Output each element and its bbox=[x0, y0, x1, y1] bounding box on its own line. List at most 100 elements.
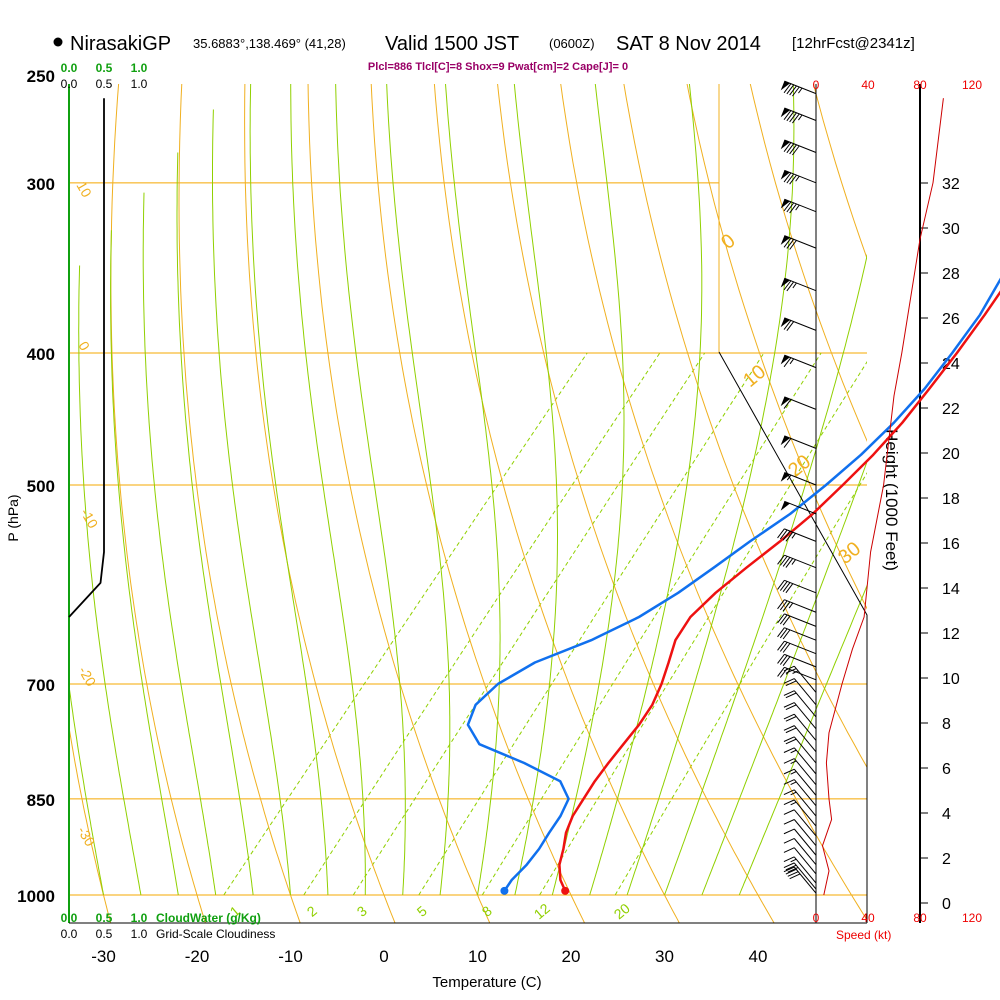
wind-barb-feather bbox=[779, 655, 788, 665]
height-tick-label: 4 bbox=[942, 806, 951, 823]
wind-barb bbox=[780, 139, 817, 156]
wind-barb-feather bbox=[789, 144, 797, 155]
wind-barb bbox=[780, 317, 817, 331]
wind-barb-feather bbox=[783, 678, 795, 684]
cloudwater-tick-bottom: 1.0 bbox=[131, 911, 148, 925]
wind-barb-feather bbox=[783, 237, 792, 248]
wind-barb-feather bbox=[785, 864, 797, 871]
wind-barb bbox=[783, 768, 817, 796]
wind-barb-feather bbox=[785, 692, 797, 699]
cloud-axis-labels: 0.0 0.0 0.0 0.0 0.5 0.5 0.5 0.5 1.0 1.0 1.0 1.0 bbox=[61, 61, 148, 941]
wind-barb-feather bbox=[783, 828, 795, 835]
wind-barb-half-feather bbox=[786, 474, 792, 481]
wind-barb-staff bbox=[793, 862, 817, 890]
temperature-tick: 40 bbox=[749, 947, 768, 966]
wind-barb-feather bbox=[786, 111, 795, 122]
dry-adiabat bbox=[686, 84, 867, 610]
wind-barb-feather bbox=[777, 666, 785, 677]
pressure-tick-850: 850 bbox=[27, 791, 55, 810]
moist-adiabat bbox=[176, 152, 254, 896]
wind-barb-feather bbox=[783, 83, 792, 94]
y-axis-title: P (hPa) bbox=[5, 494, 21, 541]
sounding-indices: Plcl=886 Tlcl[C]=8 Shox=9 Pwat[cm]=2 Cap… bbox=[368, 61, 628, 73]
wind-barb-pennant bbox=[780, 396, 790, 407]
pressure-tick-700: 700 bbox=[27, 676, 55, 695]
wind-barb-feather bbox=[782, 615, 791, 626]
wind-barb-feather bbox=[783, 399, 792, 409]
wind-barb-staff bbox=[784, 80, 817, 95]
speed-panel-border bbox=[718, 351, 868, 923]
wind-barb bbox=[783, 758, 817, 786]
wind-barb-feather bbox=[783, 725, 795, 731]
wind-barb-feather bbox=[792, 86, 800, 97]
wind-barb-pennant bbox=[780, 199, 790, 209]
moist-adiabat bbox=[212, 109, 291, 896]
wind-barb-feather bbox=[785, 680, 797, 687]
wind-barb bbox=[780, 235, 817, 250]
height-tick-label: 14 bbox=[942, 581, 960, 598]
speed-tick-bottom: 120 bbox=[962, 911, 982, 925]
mixing-ratio-label: 3 bbox=[354, 902, 370, 919]
wind-barb bbox=[783, 866, 817, 894]
wind-barb bbox=[783, 862, 817, 890]
wind-barb-half-feather bbox=[795, 204, 800, 211]
cloudwater-tick-top: 1.0 bbox=[131, 61, 148, 75]
wind-barb-half-feather bbox=[790, 749, 797, 754]
moist-adiabat bbox=[589, 84, 703, 896]
wind-barb-feather bbox=[783, 357, 792, 368]
wind-barb bbox=[783, 678, 817, 706]
height-tick-label: 26 bbox=[942, 311, 960, 328]
wind-barb-staff bbox=[793, 866, 817, 894]
moist-adiabat bbox=[626, 84, 795, 896]
cloudwater-tick-bottom: 0.5 bbox=[96, 911, 113, 925]
wind-barb-feather bbox=[779, 668, 788, 678]
wind-barb bbox=[777, 528, 817, 542]
wind-barb bbox=[783, 789, 817, 817]
wind-barb-staff bbox=[793, 690, 817, 718]
wind-barb-feather bbox=[789, 85, 797, 96]
dewpointline bbox=[466, 277, 1000, 892]
valid-date: SAT 8 Nov 2014 bbox=[616, 33, 761, 55]
wind-barb-staff bbox=[793, 856, 817, 884]
wind-barb-half-feather bbox=[791, 532, 796, 539]
temperatureline bbox=[558, 290, 1000, 892]
temperature-tick: 0 bbox=[379, 947, 388, 966]
wind-barb-feather bbox=[789, 240, 797, 250]
x-axis-title: Temperature (C) bbox=[432, 974, 541, 991]
mixing-ratio-line bbox=[539, 360, 867, 896]
height-tick-label: 2 bbox=[942, 851, 951, 868]
wind-barb bbox=[780, 198, 817, 214]
mixing-ratio-label: 8 bbox=[479, 902, 495, 919]
forecast-label: [12hrFcst@2341z] bbox=[792, 35, 915, 52]
moist-adiabat bbox=[69, 681, 104, 896]
mixing-ratio-label: 5 bbox=[414, 902, 430, 919]
wind-barb-feather bbox=[786, 202, 795, 213]
mixing-ratio-line bbox=[352, 352, 706, 896]
wind-barb-half-feather bbox=[788, 602, 794, 609]
wind-barb-feather bbox=[783, 201, 792, 212]
wind-barb-feather bbox=[783, 320, 792, 330]
wind-barb-feather bbox=[785, 716, 797, 722]
wind-barb-feather bbox=[783, 838, 795, 844]
height-tick-label: 8 bbox=[942, 716, 951, 733]
dry-adiabat-label: -20 bbox=[75, 664, 99, 690]
moist-adiabat-label: 20 bbox=[784, 451, 815, 482]
wind-barb-feather bbox=[782, 643, 791, 653]
temperature-axis-labels: -30 -20 -10 0 10 20 30 40 bbox=[91, 947, 767, 966]
wind-barb-pennant bbox=[780, 81, 790, 91]
wind-barb-pennant bbox=[780, 435, 790, 446]
moist-adiabat-lines bbox=[69, 84, 867, 896]
wind-barb-feather bbox=[782, 530, 791, 541]
wind-barb-feather bbox=[779, 529, 788, 540]
wind-barb-half-feather bbox=[790, 791, 797, 796]
speed-tick-bottom: 80 bbox=[913, 911, 927, 925]
wind-barb-feather bbox=[789, 203, 797, 214]
wind-barb-feather bbox=[783, 110, 792, 121]
wind-barb-feather bbox=[779, 628, 788, 639]
wind-barb-feather bbox=[786, 281, 795, 292]
dry-adiabat bbox=[433, 84, 680, 923]
moist-adiabat bbox=[249, 84, 329, 896]
wind-barb bbox=[783, 702, 817, 730]
dry-adiabat bbox=[307, 84, 491, 923]
wind-barb-feather bbox=[779, 641, 788, 652]
